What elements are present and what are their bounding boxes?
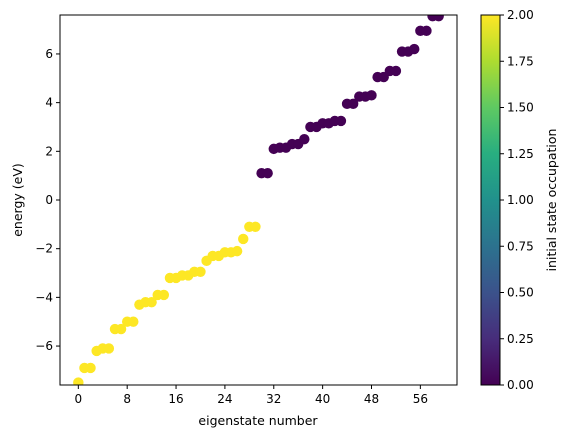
data-point	[299, 133, 310, 145]
data-point	[409, 43, 420, 55]
colorbar-label: initial state occupation	[544, 129, 559, 272]
data-point	[158, 289, 170, 301]
colorbar-tick-label: 0.00	[507, 378, 534, 392]
data-point	[128, 316, 139, 327]
x-tick-label: 40	[315, 392, 330, 406]
colorbar-tick-label: 1.00	[507, 193, 534, 207]
x-tick-label: 48	[364, 392, 379, 406]
colorbar-tick-label: 0.25	[507, 332, 534, 346]
data-point	[250, 221, 261, 232]
x-tick-label: 0	[75, 392, 83, 406]
y-tick-label: 2	[45, 144, 53, 158]
y-axis-ticks: −6 −4 −2 0 2 4 6	[35, 47, 60, 353]
colorbar-tick-label: 1.75	[507, 54, 534, 68]
colorbar-tick-label: 1.25	[507, 147, 534, 161]
data-point	[366, 90, 377, 101]
data-point	[262, 168, 273, 179]
data-point	[73, 377, 84, 385]
x-tick-label: 56	[413, 392, 428, 406]
data-point	[433, 15, 444, 22]
scatter-points	[73, 15, 444, 385]
data-point	[195, 266, 206, 278]
data-point	[347, 98, 359, 110]
data-point	[390, 65, 402, 77]
data-point	[103, 343, 115, 354]
x-tick-label: 24	[217, 392, 232, 406]
x-axis-ticks: 0 8 16 24 32 40 48 56	[75, 385, 428, 406]
data-point	[335, 115, 347, 127]
colorbar	[480, 14, 501, 386]
colorbar-tick-label: 1.50	[507, 101, 534, 115]
y-tick-label: −4	[35, 290, 53, 304]
data-point	[238, 233, 249, 245]
x-tick-label: 8	[123, 392, 131, 406]
colorbar-tick-label: 2.00	[507, 8, 534, 22]
data-point	[421, 25, 432, 37]
colorbar-tick-label: 0.50	[507, 286, 534, 300]
y-axis-label: energy (eV)	[10, 163, 25, 237]
data-point	[231, 245, 243, 257]
colorbar-tick-label: 0.75	[507, 239, 534, 253]
y-tick-label: 4	[45, 96, 53, 110]
y-tick-label: 0	[45, 193, 53, 207]
y-tick-label: −2	[35, 242, 53, 256]
x-axis-label: eigenstate number	[198, 413, 318, 428]
y-tick-label: 6	[45, 47, 53, 61]
colorbar-ticks: 0.00 0.25 0.50 0.75 1.00 1.25 1.50 1.75 2.00	[500, 8, 534, 392]
y-tick-label: −6	[35, 339, 53, 353]
x-tick-label: 32	[266, 392, 281, 406]
data-point	[146, 297, 157, 308]
x-tick-label: 16	[168, 392, 183, 406]
data-point	[85, 362, 96, 374]
data-point	[115, 323, 127, 335]
